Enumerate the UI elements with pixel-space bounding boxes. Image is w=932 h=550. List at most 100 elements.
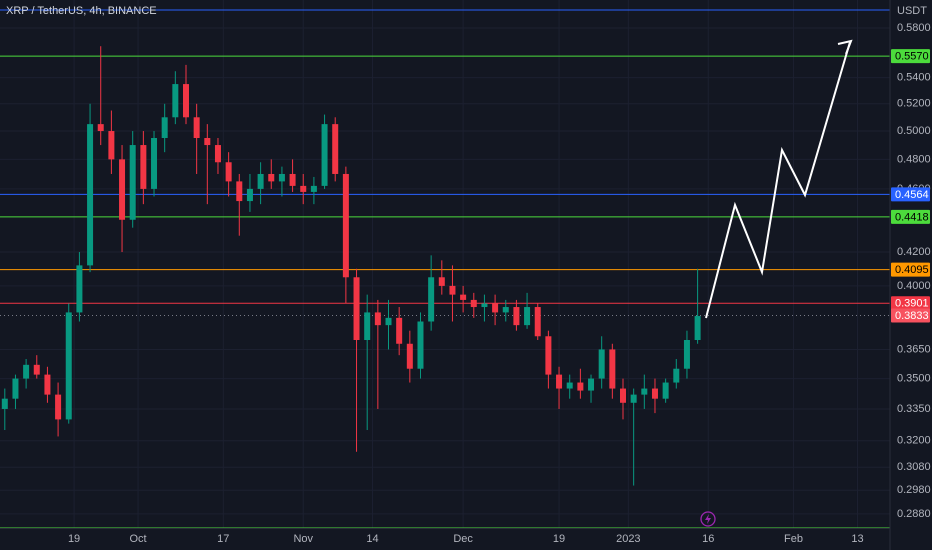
candle-body [321, 124, 328, 186]
candle-body [374, 312, 381, 326]
candle-body [609, 349, 616, 389]
candle-body [23, 364, 30, 379]
candle-body [662, 382, 669, 399]
candle-body [33, 364, 40, 375]
candle-body [364, 312, 371, 341]
candle-body [246, 188, 253, 202]
x-tick-label: Nov [293, 533, 313, 545]
axis: 0.58000.54000.52000.50000.48000.46000.42… [68, 22, 931, 545]
candle-body [76, 265, 83, 313]
candle-body [470, 299, 477, 308]
candle-body [55, 394, 62, 420]
candle-body [300, 185, 307, 192]
y-axis-label: USDT [897, 5, 927, 17]
y-tick-label: 0.5000 [897, 125, 931, 137]
y-tick-label: 0.5800 [897, 22, 931, 34]
level-label: 0.4418 [895, 211, 929, 223]
candle-body [673, 368, 680, 383]
y-tick-label: 0.2880 [897, 508, 931, 520]
grid [0, 0, 890, 528]
candle-body [353, 277, 360, 341]
candle-body [289, 173, 296, 186]
candle-body [534, 307, 541, 337]
candle-body [278, 173, 285, 182]
candle-body [651, 388, 658, 399]
y-tick-label: 0.2980 [897, 484, 931, 496]
candle-body [630, 394, 637, 403]
y-tick-label: 0.4800 [897, 153, 931, 165]
candle-body [460, 294, 467, 300]
candle-body [204, 138, 211, 146]
candle-body [44, 374, 51, 395]
candle-body [12, 378, 19, 399]
candle-body [65, 312, 72, 420]
candle-body [694, 316, 701, 341]
candle-body [396, 317, 403, 344]
candle-body [566, 382, 573, 389]
candle-body [438, 277, 445, 286]
candle-body [406, 343, 413, 369]
x-tick-label: Dec [453, 533, 473, 545]
candle-body [588, 378, 595, 391]
candle-body [385, 317, 392, 326]
y-tick-label: 0.3200 [897, 435, 931, 447]
level-label-bg [891, 262, 930, 277]
x-tick-label: 2023 [616, 533, 640, 545]
candle-body [87, 124, 94, 266]
y-tick-label: 0.4200 [897, 246, 931, 258]
candle-body [545, 336, 552, 375]
candle-body [236, 181, 243, 202]
level-label: 0.3901 [895, 298, 929, 310]
candle-body [577, 382, 584, 391]
y-tick-label: 0.5400 [897, 72, 931, 84]
candle-body [119, 159, 126, 220]
candle-body [417, 321, 424, 369]
candle-body [151, 138, 158, 189]
candle-body [268, 173, 275, 182]
candle-body [449, 285, 456, 295]
candle-body [683, 340, 690, 369]
level-label-bg [891, 209, 930, 224]
x-tick-label: Oct [129, 533, 146, 545]
candle-body [182, 84, 189, 118]
candle-body [620, 388, 626, 403]
x-tick-label: Feb [784, 533, 803, 545]
candle-body [225, 162, 232, 182]
candle-body [257, 173, 264, 189]
candle-body [108, 131, 115, 160]
candle-body [524, 307, 531, 326]
candle-body [129, 145, 136, 220]
level-label-bg [891, 296, 930, 311]
level-label: 0.4095 [895, 264, 929, 276]
candle-body [502, 307, 509, 313]
x-tick-label: 19 [553, 533, 565, 545]
level-label-bg [891, 187, 930, 202]
level-label-bg [891, 49, 930, 64]
candle-body [214, 145, 221, 163]
candle-body [1, 398, 8, 409]
level-label: 0.5570 [895, 51, 929, 63]
x-tick-label: 16 [702, 533, 714, 545]
projection-arrowhead [837, 39, 853, 55]
level-label-bg [891, 308, 930, 323]
candle-body [513, 307, 520, 326]
y-tick-label: 0.4000 [897, 280, 931, 292]
candle-body [140, 145, 147, 189]
projection-path [705, 41, 851, 319]
candle-body [481, 303, 488, 308]
candle-body [428, 277, 435, 322]
candle-body [161, 117, 168, 139]
candle-body [556, 374, 563, 389]
candles [1, 46, 701, 486]
level-label: 0.3833 [895, 310, 929, 322]
candle-body [97, 124, 104, 132]
y-tick-label: 0.3080 [897, 461, 931, 473]
x-tick-label: 19 [68, 533, 80, 545]
x-tick-label: 13 [851, 533, 863, 545]
event-bolt [705, 514, 711, 524]
level-label: 0.4564 [895, 189, 929, 201]
y-tick-label: 0.3500 [897, 372, 931, 384]
candle-body [492, 303, 499, 313]
